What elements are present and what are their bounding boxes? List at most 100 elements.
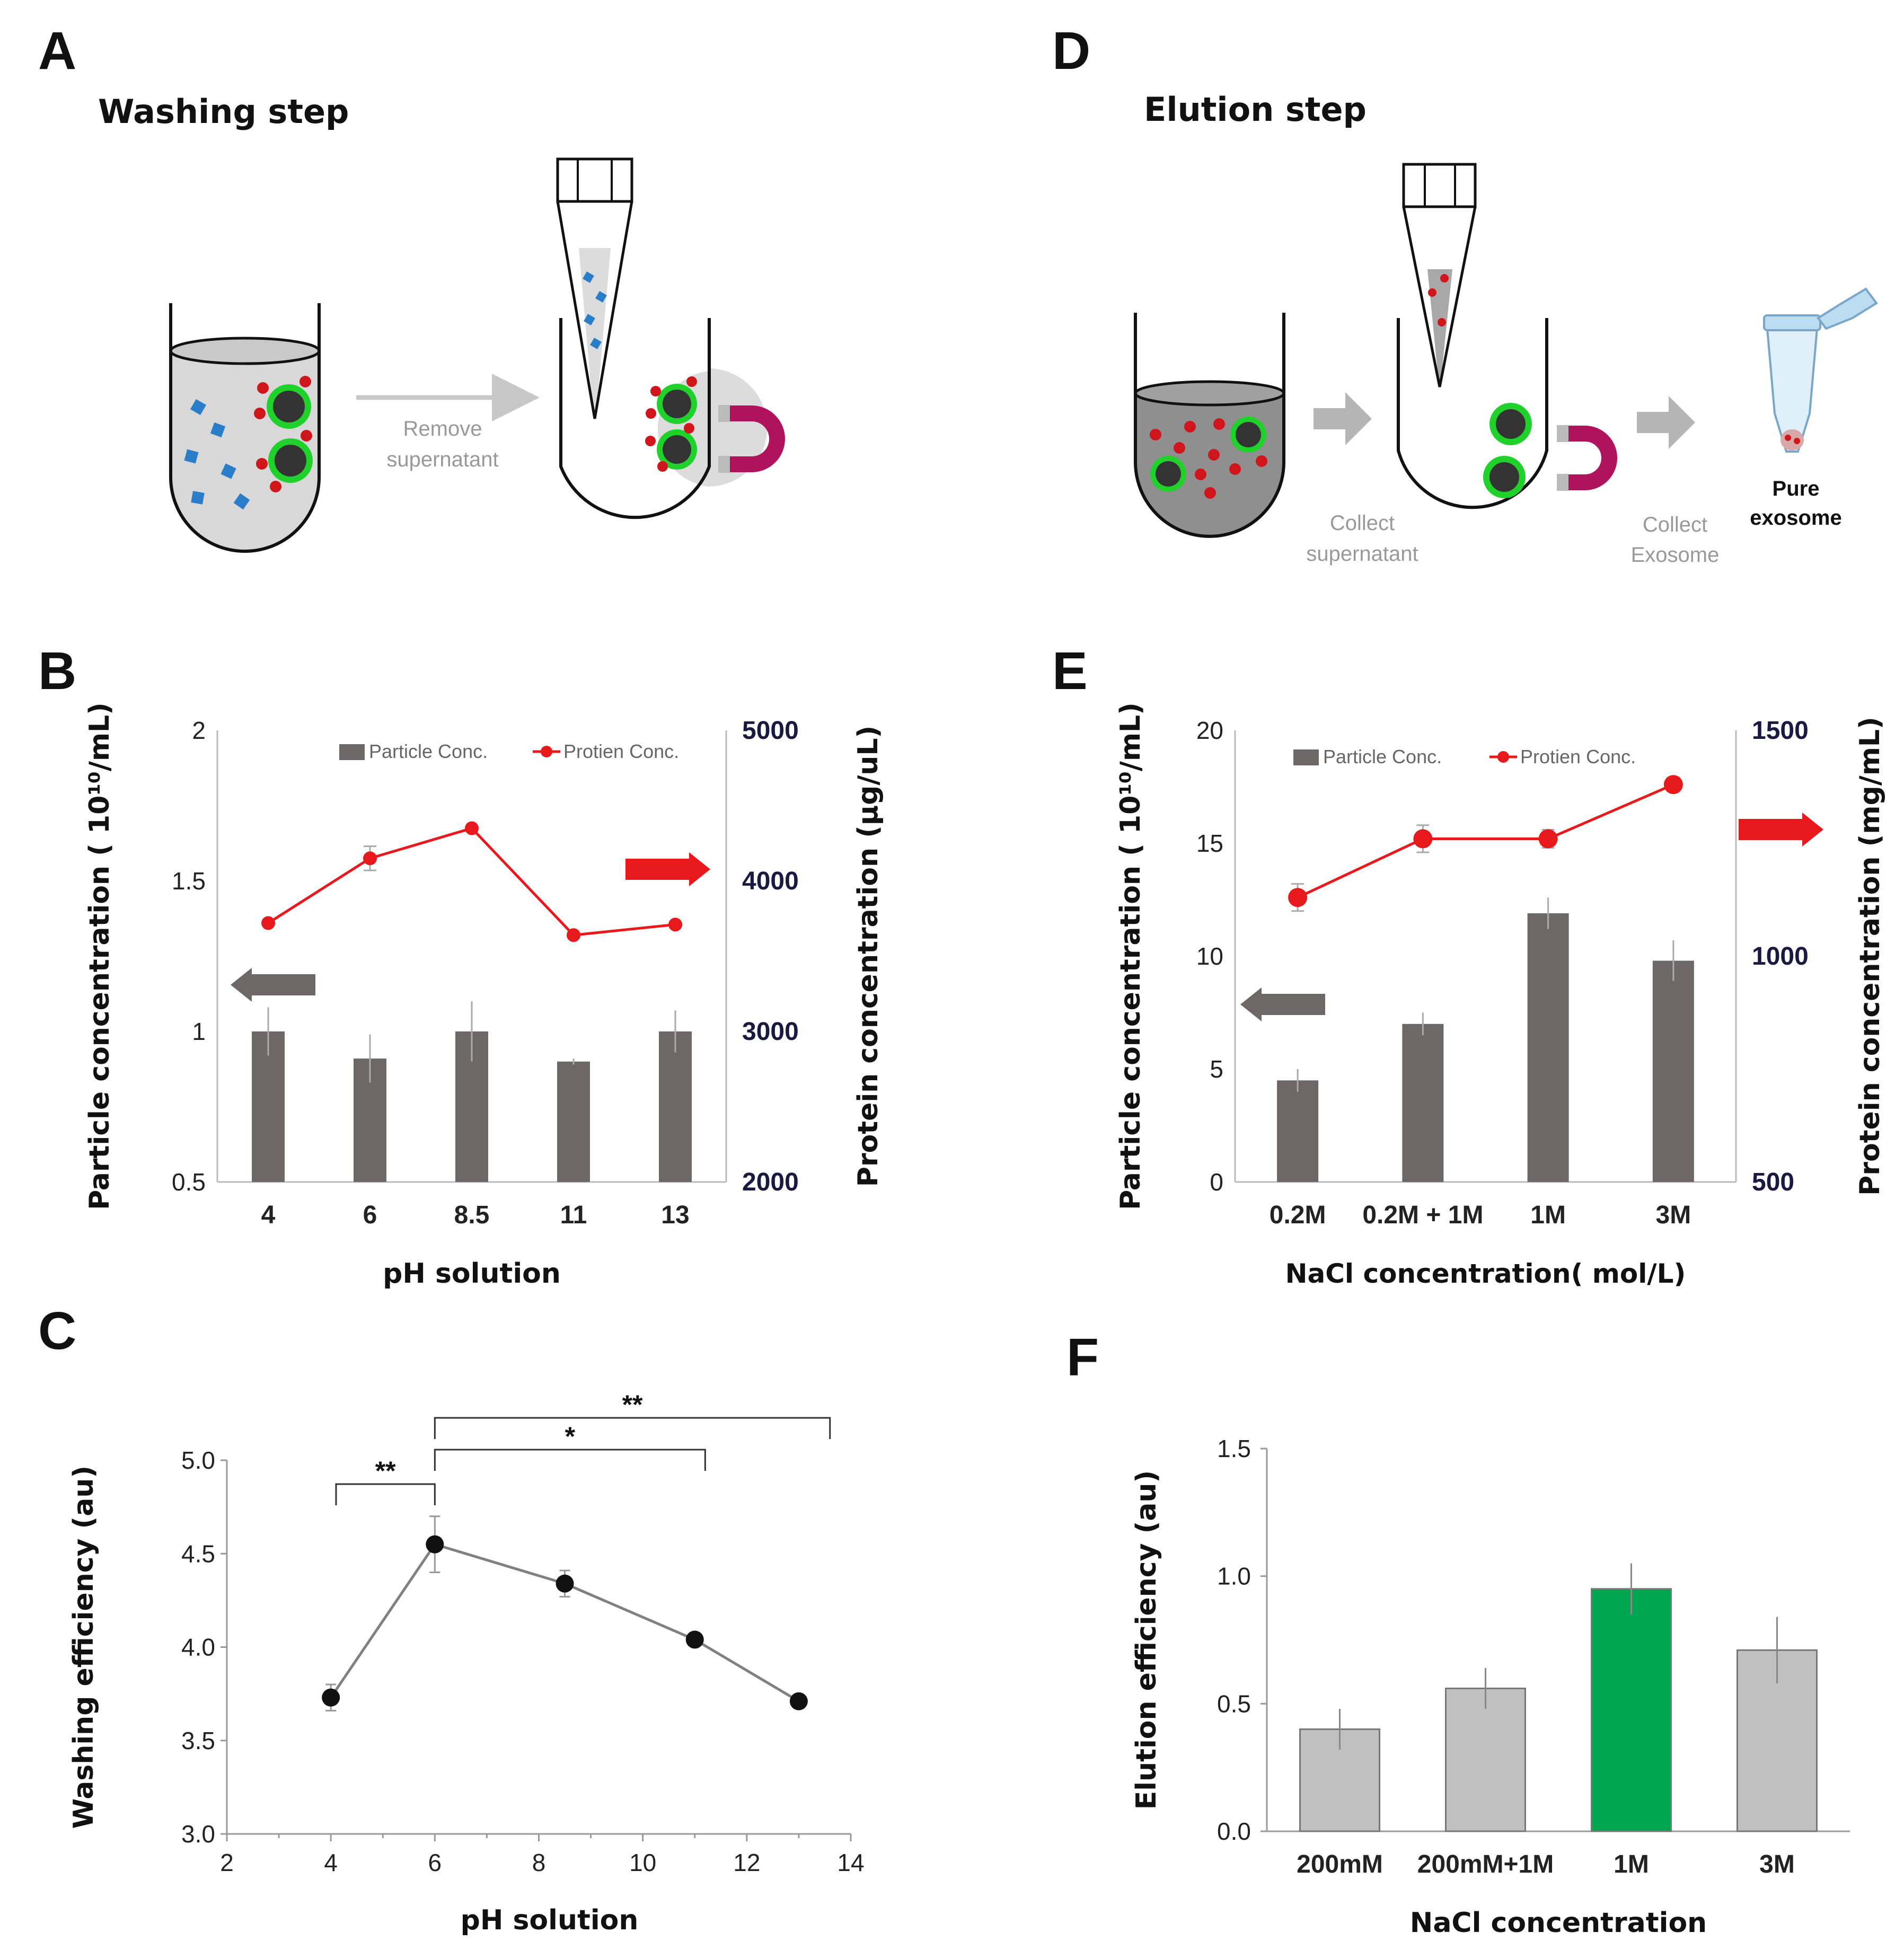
significance-label: * [565, 1422, 576, 1451]
wash-blue-particles [184, 399, 250, 510]
protein-point [1413, 829, 1433, 849]
data-point [322, 1688, 340, 1707]
elution-tube-illustration [1134, 313, 1285, 538]
x-tick-label: 1M [1530, 1201, 1566, 1229]
washing-line [330, 1542, 800, 1702]
chart-e: 0 5 10 15 20 500 1000 1500 0.2M 0.2M + 1M 1M 3M Part… [1115, 702, 1886, 1289]
wash-beads [254, 376, 313, 492]
panel-label-a: A [38, 21, 76, 81]
legend-swatch-bar [1293, 749, 1319, 765]
legend-swatch-dot [1497, 751, 1509, 763]
wash-tube-illustration [169, 303, 321, 553]
protein-point [465, 821, 479, 835]
panel-f: F 0.0 0.5 1.0 1.5 200mM 200mM+1M 1M 3M NaCl conc… [1066, 1328, 1850, 1939]
x-tick-label: 13 [661, 1201, 689, 1229]
panel-c: C 3.03.54.04.55.02 4 6 8 10 12 14*****pH solut… [38, 1301, 865, 1936]
chart-b: 0.5 1 1.5 2 2000 3000 4000 5000 4 6 8.5 11 13 Particl… [84, 702, 884, 1290]
washing-step-title: Washing step [98, 92, 349, 131]
y-tick-label: 20 [1196, 717, 1223, 744]
y-tick-label: 0.5 [1217, 1690, 1251, 1717]
bar [252, 1031, 285, 1182]
x-tick-label: 8.5 [454, 1201, 490, 1229]
data-point [789, 1692, 808, 1710]
legend-swatch-dot [541, 746, 552, 757]
panel-b: B 0.5 1 1.5 2 2000 3000 4000 5000 4 6 8.5 11 13 Parti… [38, 641, 884, 1290]
y-tick-label: 15 [1196, 830, 1223, 857]
y-tick-label: 3.5 [181, 1727, 215, 1754]
y-tick-label: 0.0 [1217, 1818, 1251, 1845]
elution-magnet-tube [1397, 318, 1617, 509]
y-tick-label: 3.0 [181, 1820, 215, 1848]
x-tick-label: 3M [1656, 1201, 1691, 1229]
legend-label-line: Protien Conc. [1520, 746, 1636, 767]
x-tick-label: 8 [532, 1849, 546, 1876]
collect-label-1: Collect [1330, 511, 1395, 535]
x-tick-label: 1M [1614, 1850, 1649, 1878]
x-tick-label: 3M [1759, 1850, 1795, 1878]
data-point [426, 1535, 444, 1554]
y-tick-label: 1.5 [172, 867, 206, 895]
x-axis-label: NaCl concentration [1410, 1907, 1707, 1939]
y-tick-label: 2 [192, 717, 206, 744]
chart-f: 0.0 0.5 1.0 1.5 200mM 200mM+1M 1M 3M NaCl concen… [1131, 1435, 1850, 1939]
x-tick-label: 6 [428, 1849, 442, 1876]
elution-pipette [1402, 163, 1477, 387]
y-tick-label: 5.0 [181, 1446, 215, 1474]
x-tick-label: 200mM+1M [1417, 1850, 1554, 1878]
data-point [685, 1630, 704, 1649]
bar [1299, 1728, 1380, 1832]
left-axis-arrow [1240, 987, 1325, 1021]
protein-line [1297, 783, 1674, 899]
legend-label-line: Protien Conc. [563, 740, 679, 762]
bar [1527, 913, 1569, 1182]
y-tick-label: 4.0 [181, 1634, 215, 1661]
significance-bracket [434, 1449, 706, 1471]
panel-e: E 0 5 10 15 20 500 1000 1500 0.2M 0.2M + 1M 1M 3M Pa… [1052, 641, 1886, 1289]
y-tick-label: 1.5 [1217, 1435, 1251, 1462]
supernatant-label-2: supernatant [1306, 542, 1418, 566]
significance-label: ** [622, 1390, 643, 1419]
y2-tick-label: 500 [1752, 1168, 1794, 1196]
x-tick-label: 4 [261, 1201, 276, 1229]
left-axis-arrow [231, 968, 315, 1002]
x-tick-label: 200mM [1297, 1850, 1383, 1878]
panel-label-b: B [38, 641, 76, 701]
protein-line [267, 826, 676, 937]
x-axis-label: pH solution [461, 1904, 639, 1936]
panel-label-c: C [38, 1301, 76, 1361]
exosome-label: Exosome [1631, 543, 1720, 567]
protein-point [1538, 829, 1558, 849]
protein-point [261, 916, 275, 930]
y2-tick-label: 1000 [1752, 942, 1809, 970]
y2-axis-label: Protein concentration (µg/uL) [852, 726, 884, 1187]
y-tick-label: 5 [1210, 1055, 1223, 1083]
right-axis-arrow [1739, 813, 1823, 846]
x-tick-label: 6 [363, 1201, 377, 1229]
x-tick-label: 14 [837, 1849, 864, 1876]
x-tick-label: 2 [220, 1849, 234, 1876]
y-tick-label: 0 [1210, 1168, 1223, 1196]
bar [659, 1031, 692, 1182]
y-tick-label: 1.0 [1217, 1563, 1251, 1590]
data-point [556, 1574, 574, 1593]
chart-c: 3.03.54.04.55.02 4 6 8 10 12 14*****pH solutio… [68, 1390, 865, 1936]
x-tick-label: 0.2M + 1M [1362, 1201, 1483, 1229]
y-tick-label: 4.5 [181, 1540, 215, 1567]
protein-point [363, 851, 377, 866]
y2-tick-label: 1500 [1752, 717, 1809, 745]
x-tick-label: 11 [560, 1201, 587, 1229]
y2-tick-label: 4000 [742, 867, 799, 895]
bar [1445, 1687, 1526, 1832]
y-axis-label: Particle concentration ( 10¹⁰/mL) [84, 702, 116, 1210]
bar [1402, 1024, 1444, 1182]
wash-pipette [556, 157, 633, 419]
significance-bracket [434, 1417, 831, 1439]
panel-label-f: F [1066, 1328, 1099, 1387]
exosome-microtube: Pure exosome [1750, 287, 1878, 530]
y-tick-label: 0.5 [172, 1168, 206, 1196]
supernatant-label: supernatant [386, 448, 498, 471]
protein-point [668, 917, 682, 932]
y2-tick-label: 5000 [742, 717, 799, 745]
legend-swatch-bar [339, 744, 365, 760]
